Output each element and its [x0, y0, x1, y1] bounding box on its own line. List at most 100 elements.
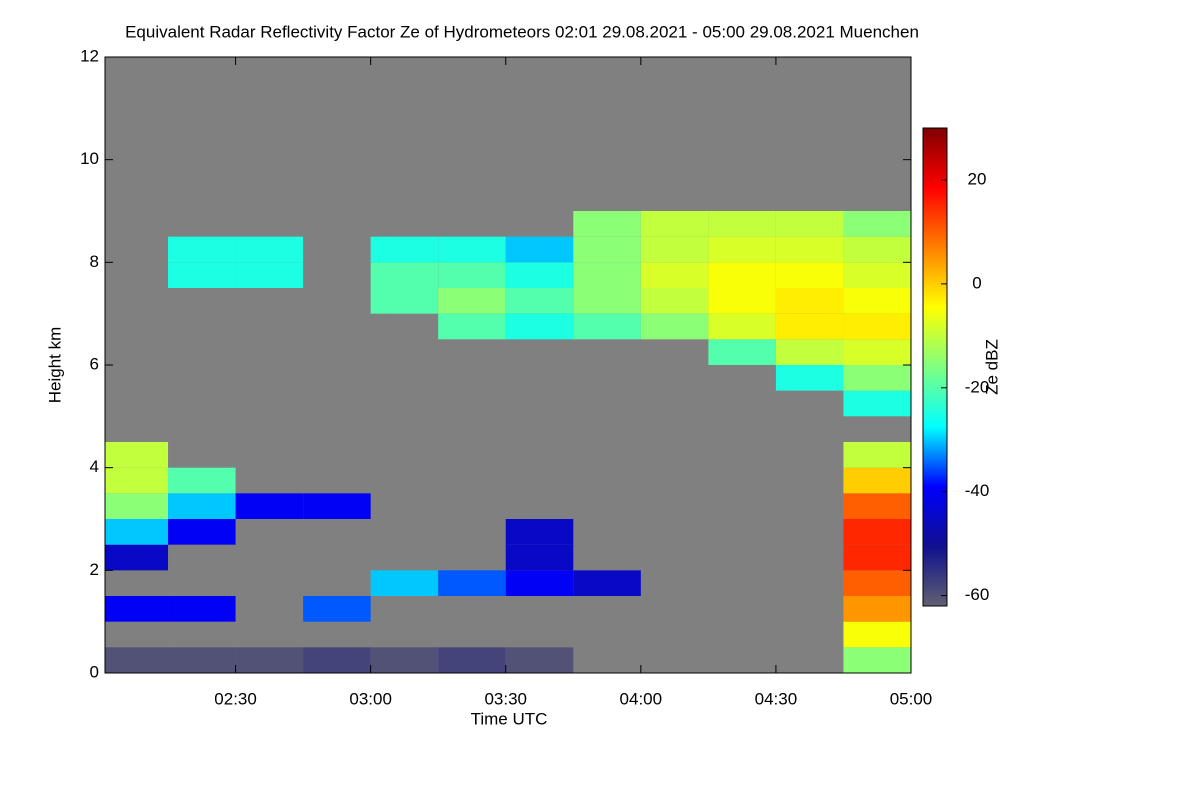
y-tick-label: 6 [90, 354, 99, 373]
heatmap-cell [105, 544, 169, 571]
heatmap-cell [105, 596, 169, 622]
heatmap-cell [640, 262, 709, 288]
heatmap-cell [573, 288, 641, 314]
heatmap-cell [505, 519, 574, 545]
heatmap-cell [303, 493, 371, 519]
heatmap-cell [573, 570, 641, 596]
heatmap-cell [370, 236, 439, 263]
heatmap-cell [843, 339, 911, 365]
heatmap-cell [775, 313, 844, 340]
heatmap-cell [303, 596, 371, 622]
x-axis-label: Time UTC [471, 709, 548, 728]
heatmap-cell [708, 262, 776, 288]
x-tick-label: 02:30 [214, 689, 257, 708]
colorbar-tick-label: 0 [972, 273, 981, 292]
heatmap-cell [235, 236, 304, 263]
heatmap-cell [505, 570, 574, 596]
heatmap-cell [843, 211, 911, 237]
heatmap-cell [843, 570, 911, 596]
heatmap-cell [843, 544, 911, 571]
heatmap-cell [775, 262, 844, 288]
heatmap-cell [843, 519, 911, 545]
heatmap-cell [168, 647, 236, 673]
x-tick-label: 05:00 [890, 689, 933, 708]
heatmap-cell [505, 288, 574, 314]
heatmap-cell [235, 262, 304, 288]
y-tick-label: 8 [90, 252, 99, 271]
heatmap-cell [370, 570, 439, 596]
heatmap-cell [505, 544, 574, 571]
heatmap-cell [168, 467, 236, 494]
heatmap-cell [843, 313, 911, 340]
heatmap-cell [438, 313, 506, 340]
y-axis-label: Height km [45, 327, 64, 404]
y-tick-label: 0 [90, 662, 99, 681]
heatmap-cell [775, 236, 844, 263]
heatmap-cell [105, 442, 169, 468]
heatmap-cell [438, 288, 506, 314]
heatmap-cell [640, 313, 709, 340]
heatmap-cell [843, 467, 911, 494]
heatmap-cell [843, 493, 911, 519]
heatmap-cell [438, 570, 506, 596]
chart-title: Equivalent Radar Reflectivity Factor Ze … [125, 22, 919, 41]
heatmap-cell [303, 647, 371, 673]
heatmap-cell [370, 288, 439, 314]
colorbar-label: Ze dBZ [982, 339, 1001, 395]
heatmap-cell [505, 262, 574, 288]
heatmap-cell [843, 442, 911, 468]
heatmap-cell [708, 288, 776, 314]
heatmap-cell [168, 236, 236, 263]
heatmap-cell [843, 647, 911, 673]
heatmap-cell [168, 596, 236, 622]
heatmap-cell [505, 647, 574, 673]
heatmap-cell [843, 365, 911, 391]
y-tick-label: 10 [80, 149, 99, 168]
colorbar [922, 127, 948, 607]
colorbar-tick-label: -20 [965, 377, 990, 396]
heatmap-cell [505, 313, 574, 340]
heatmap-cell [708, 339, 776, 365]
x-tick-label: 04:00 [620, 689, 663, 708]
heatmap-cell [640, 236, 709, 263]
heatmap-cell [105, 493, 169, 519]
x-tick-label: 04:30 [755, 689, 798, 708]
heatmap-cell [370, 262, 439, 288]
heatmap-cell [235, 493, 304, 519]
heatmap-cell [843, 390, 911, 417]
heatmap-cell [708, 211, 776, 237]
heatmap-cell [168, 519, 236, 545]
colorbar-tick-label: -60 [965, 585, 990, 604]
heatmap-cell [235, 647, 304, 673]
heatmap-cell [573, 262, 641, 288]
heatmap-cell [708, 236, 776, 263]
heatmap-cell [843, 236, 911, 263]
heatmap-cell [573, 211, 641, 237]
heatmap-cell [843, 621, 911, 648]
heatmap-cell [843, 596, 911, 622]
heatmap-cell [505, 236, 574, 263]
heatmap-cell [105, 647, 169, 673]
colorbar-tick-label: 20 [968, 169, 987, 188]
heatmap-cell [640, 288, 709, 314]
heatmap-cell [573, 313, 641, 340]
heatmap-cell [775, 211, 844, 237]
heatmap-cell [775, 288, 844, 314]
heatmap-cell [438, 236, 506, 263]
heatmap-cell [573, 236, 641, 263]
heatmap-cell [168, 493, 236, 519]
heatmap-cell [105, 519, 169, 545]
heatmap-cell [775, 365, 844, 391]
heatmap-cell [370, 647, 439, 673]
x-tick-label: 03:30 [484, 689, 527, 708]
heatmap-cell [708, 313, 776, 340]
y-tick-label: 4 [90, 457, 99, 476]
heatmap-cell [438, 647, 506, 673]
x-tick-label: 03:00 [349, 689, 392, 708]
heatmap-cell [775, 339, 844, 365]
heatmap-cell [168, 262, 236, 288]
colorbar-tick-label: -40 [965, 481, 990, 500]
y-tick-label: 12 [80, 46, 99, 65]
heatmap-cell [105, 467, 169, 494]
